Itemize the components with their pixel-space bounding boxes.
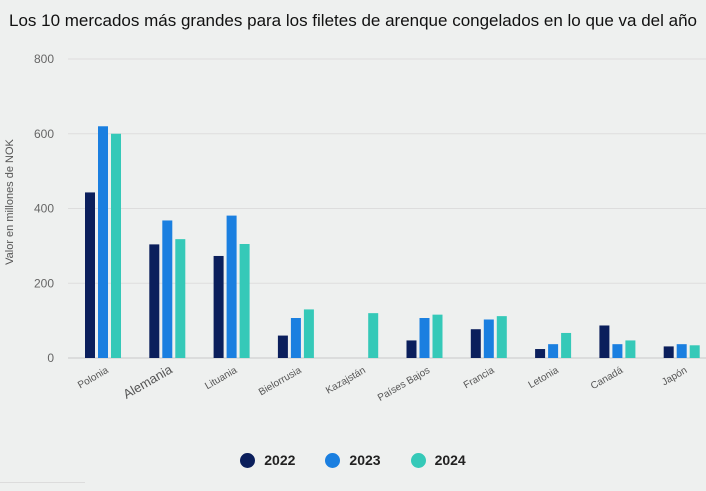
legend-item-2023[interactable]: 2023 <box>325 452 381 468</box>
x-tick-label: Bielorrusia <box>257 365 304 398</box>
legend-dot-icon <box>410 452 426 468</box>
bar-2023-5 <box>419 318 430 358</box>
bar-2022-8 <box>599 325 610 358</box>
bar-2023-2 <box>226 215 237 358</box>
x-tick-label: Polonia <box>76 365 111 391</box>
x-tick-label: Japón <box>660 365 689 388</box>
bar-2022-0 <box>85 192 95 358</box>
bar-2022-2 <box>213 255 224 358</box>
y-tick-label: 400 <box>34 202 54 216</box>
bar-2024-8 <box>625 340 636 358</box>
x-tick-label: Canadá <box>589 365 625 392</box>
y-tick-label: 0 <box>47 351 54 365</box>
y-tick-label: 800 <box>34 52 54 66</box>
bar-2022-9 <box>663 346 674 358</box>
x-tick-label: Países Bajos <box>376 365 432 404</box>
bar-2024-9 <box>689 345 700 358</box>
legend: 2022 2023 2024 <box>0 452 706 468</box>
y-axis-label: Valor en millones de NOK <box>4 139 16 265</box>
bar-2024-3 <box>303 309 314 358</box>
bar-2022-6 <box>470 329 481 358</box>
x-tick-label: Kazajstán <box>324 365 368 396</box>
bar-2023-6 <box>483 319 494 358</box>
x-tick-label: Alemania <box>120 361 175 401</box>
chart-title: Los 10 mercados más grandes para los fil… <box>8 11 697 30</box>
bar-2024-4 <box>368 313 379 358</box>
legend-dot-icon <box>240 452 256 468</box>
legend-label: 2022 <box>264 452 296 468</box>
bar-2023-1 <box>162 220 173 358</box>
legend-item-2022[interactable]: 2022 <box>240 452 295 468</box>
bar-2023-9 <box>676 344 687 358</box>
bar-2022-7 <box>535 349 546 358</box>
bar-2023-0 <box>98 126 108 359</box>
y-tick-label: 200 <box>34 276 54 290</box>
bar-2022-3 <box>277 335 288 358</box>
bar-2024-5 <box>432 314 443 358</box>
bar-2024-1 <box>175 239 186 358</box>
divider <box>0 482 85 483</box>
y-tick-label: 600 <box>34 127 54 141</box>
bar-2022-1 <box>149 244 160 358</box>
bar-2024-0 <box>111 133 121 358</box>
y-tick-labels: 0 200 400 600 800 <box>34 52 54 365</box>
legend-label: 2024 <box>434 452 466 468</box>
bar-2022-5 <box>406 340 417 358</box>
legend-label: 2023 <box>349 452 381 468</box>
x-tick-labels: Polonia Alemania Lituania Bielorrusia Kazajs… <box>76 361 689 404</box>
x-tick-label: Letonia <box>527 365 561 391</box>
bar-2024-2 <box>239 244 250 358</box>
x-tick-label: Lituania <box>203 365 239 392</box>
bar-2023-7 <box>548 344 559 358</box>
bar-2023-3 <box>290 318 301 358</box>
bar-2024-6 <box>496 316 507 358</box>
legend-item-2024[interactable]: 2024 <box>410 452 466 468</box>
bars <box>85 126 700 359</box>
bar-2023-8 <box>612 344 623 358</box>
legend-dot-icon <box>325 452 341 468</box>
bar-2024-7 <box>561 332 572 358</box>
x-tick-label: Francia <box>462 365 497 391</box>
